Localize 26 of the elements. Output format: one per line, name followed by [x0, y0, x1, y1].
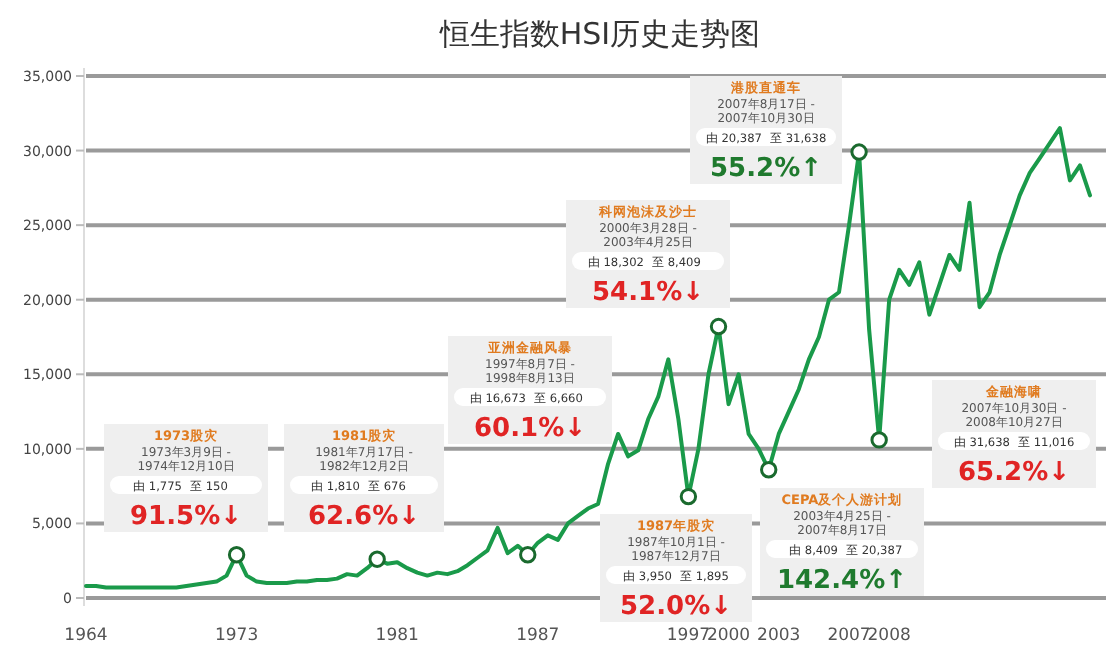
x-tick-label: 1987 [516, 626, 560, 646]
x-tick-label: 2007 [827, 626, 871, 646]
x-tick-label: 1981 [375, 626, 419, 646]
chart-title: 恒生指数HSI历史走势图 [437, 16, 761, 52]
point [227, 546, 246, 564]
x-tick-label: 1964 [64, 626, 108, 646]
x-tick-label: 2003 [757, 626, 801, 646]
point [760, 461, 778, 479]
point [519, 546, 537, 564]
annotation: 91.5%↓ [130, 502, 242, 532]
point [709, 317, 728, 336]
x-tick-label: 2008 [867, 626, 911, 646]
point [368, 550, 386, 568]
annotation: 54.1%↓ [592, 278, 704, 308]
annotation: 52.0%↓ [620, 592, 732, 622]
annotation: 55.2%↑ [710, 154, 822, 184]
point [870, 431, 888, 449]
x-tick-label: 2000 [706, 626, 751, 646]
annotation: 142.4%↑ [776, 566, 908, 596]
x-tick-label: 1997 [666, 626, 711, 646]
annotation: 60.1%↓ [474, 414, 586, 444]
annotation: 65.2%↓ [958, 458, 1070, 488]
annotation: 62.6%↓ [308, 502, 420, 532]
x-tick-label: 1973 [214, 626, 259, 646]
point [850, 143, 868, 161]
point [679, 487, 698, 506]
